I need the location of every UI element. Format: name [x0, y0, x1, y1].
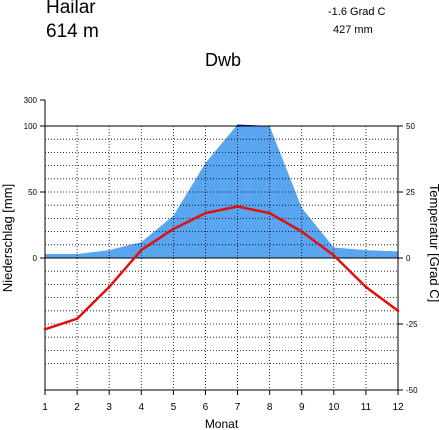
temperature-point: [172, 227, 175, 231]
right-tick-label: 0: [406, 254, 411, 263]
left-tick-label: 0: [33, 254, 38, 263]
temperature-point: [107, 285, 111, 289]
temperature-point: [139, 248, 143, 252]
y-axis-label-left: Niederschlag [mm]: [0, 184, 15, 292]
temperature-point: [236, 205, 239, 208]
left-tick-label: 100: [24, 122, 38, 131]
temperature-point: [396, 309, 400, 313]
temperature-point: [204, 211, 207, 215]
left-tick-label: 300: [24, 96, 38, 105]
annual-mean-temperature: -1.6 Grad C: [328, 6, 386, 18]
right-tick-label: 50: [406, 122, 415, 131]
temperature-point: [75, 317, 79, 321]
x-tick-label: 4: [138, 402, 144, 413]
x-axis-label: Monat: [205, 417, 239, 430]
x-tick-label: 7: [235, 402, 241, 413]
x-tick-label: 9: [299, 402, 305, 413]
left-tick-label: 50: [28, 188, 37, 197]
temperature-point: [364, 285, 368, 289]
temperature-line: [44, 205, 399, 331]
station-elevation: 614 m: [46, 21, 99, 42]
x-tick-label: 10: [328, 402, 340, 413]
temperature-point: [332, 254, 336, 257]
x-tick-label: 5: [171, 402, 177, 413]
x-tick-label: 12: [392, 402, 404, 413]
y-axis-label-right: Temperatur [Grad C]: [427, 184, 439, 303]
x-tick-label: 8: [267, 402, 273, 413]
x-tick-label: 11: [361, 402, 372, 413]
precipitation-area: [45, 126, 398, 258]
right-tick-label: -50: [406, 386, 418, 395]
annual-precipitation: 427 mm: [333, 24, 373, 36]
x-tick-label: 1: [42, 402, 48, 413]
right-tick-label: 25: [406, 188, 415, 197]
x-tick-label: 3: [106, 402, 112, 413]
climate-classification: Dwb: [205, 50, 242, 70]
right-tick-label: -25: [406, 320, 418, 329]
station-name: Hailar: [46, 0, 96, 18]
x-tick-label: 2: [74, 402, 80, 413]
x-tick-label: 6: [203, 402, 209, 413]
temperature-point: [43, 327, 47, 331]
temperature-point: [268, 211, 271, 215]
temperature-point: [300, 230, 304, 233]
